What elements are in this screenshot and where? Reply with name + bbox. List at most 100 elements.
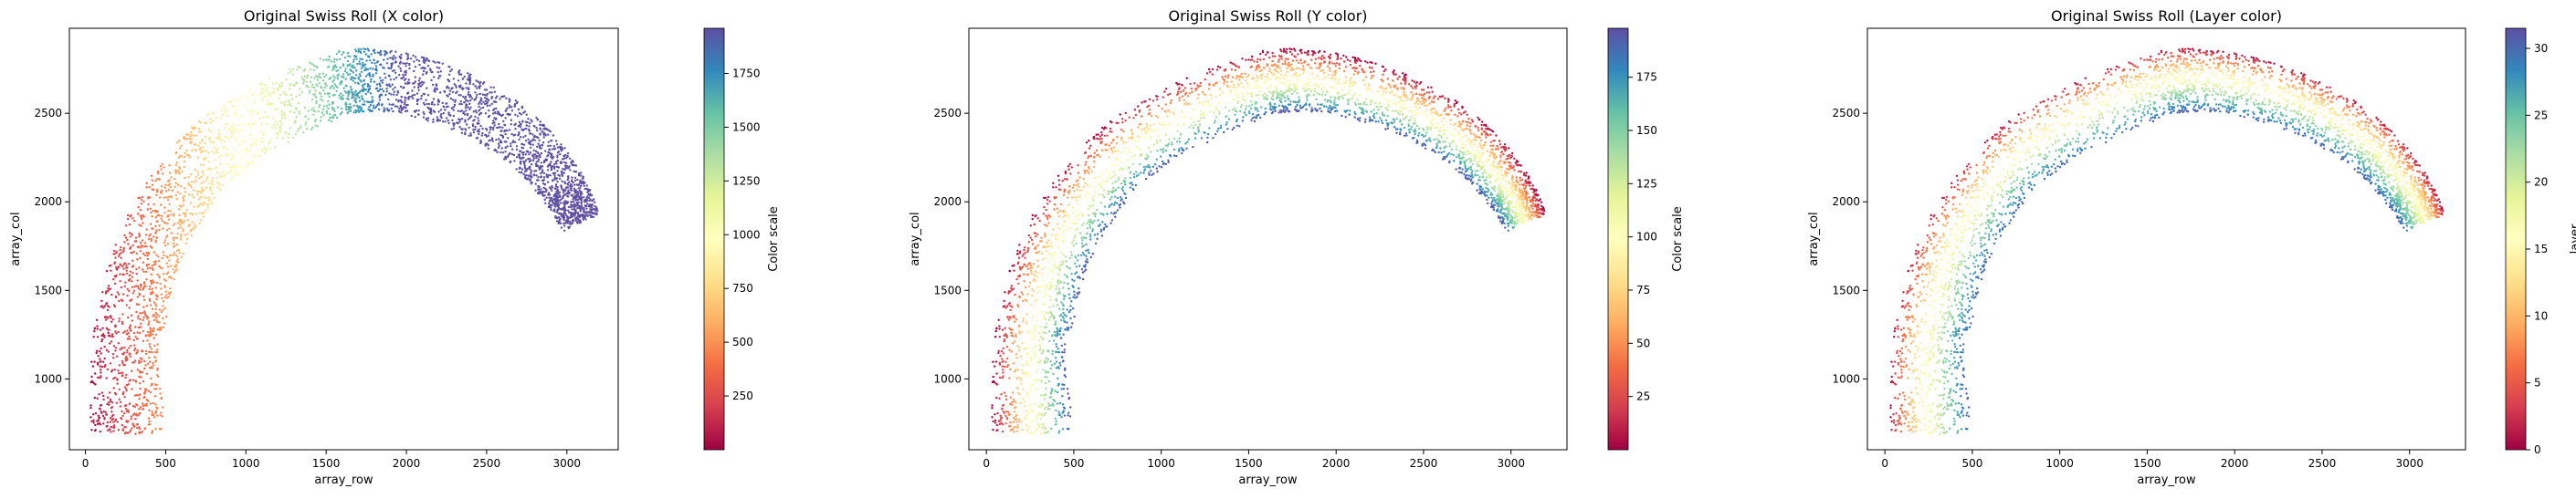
scatter-point [1056, 350, 1058, 354]
scatter-point [576, 178, 579, 182]
scatter-point [142, 318, 144, 322]
scatter-point [550, 208, 552, 212]
scatter-point [451, 87, 454, 89]
scatter-point [1183, 123, 1185, 126]
scatter-point [562, 217, 565, 220]
scatter-point [1176, 130, 1179, 133]
scatter-point [352, 71, 355, 74]
scatter-point [154, 241, 157, 244]
scatter-point [1482, 161, 1485, 164]
scatter-point [350, 76, 352, 78]
scatter-point [103, 365, 106, 369]
scatter-point [1169, 110, 1172, 113]
scatter-point [1109, 198, 1112, 201]
scatter-point [128, 223, 131, 226]
scatter-point [123, 386, 127, 389]
scatter-point [274, 126, 277, 130]
scatter-point [554, 140, 558, 142]
scatter-point [563, 188, 565, 192]
scatter-point [1093, 219, 1096, 223]
scatter-point [138, 431, 141, 434]
scatter-point [113, 426, 116, 429]
scatter-point [358, 60, 361, 63]
scatter-point [151, 215, 153, 218]
scatter-point [149, 350, 152, 354]
scatter-point [580, 203, 583, 205]
scatter-point [574, 194, 577, 197]
scatter-point [140, 286, 142, 288]
scatter-point [360, 88, 363, 92]
scatter-point [1280, 74, 1283, 77]
scatter-point [124, 376, 127, 379]
scatter-point [513, 123, 516, 127]
scatter-point [583, 213, 585, 216]
scatter-point [1057, 237, 1060, 241]
scatter-point [105, 302, 109, 305]
scatter-point [335, 89, 338, 93]
scatter-point [452, 124, 456, 127]
scatter-point [492, 109, 495, 112]
scatter-point [1088, 192, 1091, 195]
scatter-point [210, 179, 213, 182]
scatter-point [478, 87, 481, 89]
scatter-point [315, 99, 318, 103]
scatter-point [512, 153, 516, 157]
scatter-point [461, 78, 464, 80]
scatter-point [1005, 345, 1009, 348]
scatter-point [573, 183, 576, 186]
scatter-point [1404, 82, 1407, 86]
scatter-point [132, 338, 135, 342]
scatter-point [221, 171, 225, 173]
scatter-point [1290, 48, 1293, 51]
scatter-point [100, 339, 103, 343]
scatter-point [1048, 200, 1051, 203]
scatter-point [223, 140, 226, 143]
scatter-point [426, 65, 430, 68]
scatter-point [158, 328, 161, 331]
scatter-point [532, 157, 535, 160]
scatter-point [311, 83, 314, 87]
scatter-point [1426, 86, 1430, 88]
scatter-point [1255, 75, 1258, 78]
scatter-point [331, 85, 334, 88]
scatter-point [1435, 146, 1438, 150]
scatter-point [353, 77, 357, 80]
scatter-point [249, 150, 252, 152]
scatter-point [152, 279, 154, 282]
scatter-point [422, 69, 426, 73]
scatter-point [392, 57, 394, 61]
scatter-point [207, 161, 210, 163]
scatter-point [171, 254, 174, 256]
scatter-point [317, 109, 320, 113]
scatter-point [388, 103, 391, 106]
scatter-point [219, 117, 222, 120]
scatter-point [494, 97, 498, 99]
scatter-point [529, 158, 531, 161]
scatter-point [463, 100, 467, 104]
scatter-point [136, 349, 139, 352]
scatter-point [1372, 112, 1376, 116]
scatter-point [354, 89, 357, 93]
scatter-point [426, 106, 429, 109]
scatter-point [462, 110, 466, 114]
scatter-point [205, 209, 207, 212]
scatter-point [404, 99, 406, 102]
scatter-point [299, 88, 301, 90]
scatter-point [1051, 402, 1055, 405]
scatter-point [432, 109, 436, 112]
scatter-point [354, 69, 358, 72]
scatter-point [489, 139, 491, 142]
scatter-point [1266, 73, 1269, 76]
scatter-point [573, 179, 577, 182]
scatter-point [1344, 66, 1348, 68]
scatter-point [569, 187, 573, 191]
scatter-point [541, 191, 544, 194]
scatter-point [283, 113, 286, 117]
scatter-point [131, 275, 133, 278]
scatter-point [264, 149, 267, 151]
scatter-point [145, 315, 149, 317]
scatter-point [247, 109, 251, 113]
scatter-point [147, 251, 150, 255]
scatter-point [108, 403, 110, 406]
scatter-point [1098, 176, 1100, 179]
